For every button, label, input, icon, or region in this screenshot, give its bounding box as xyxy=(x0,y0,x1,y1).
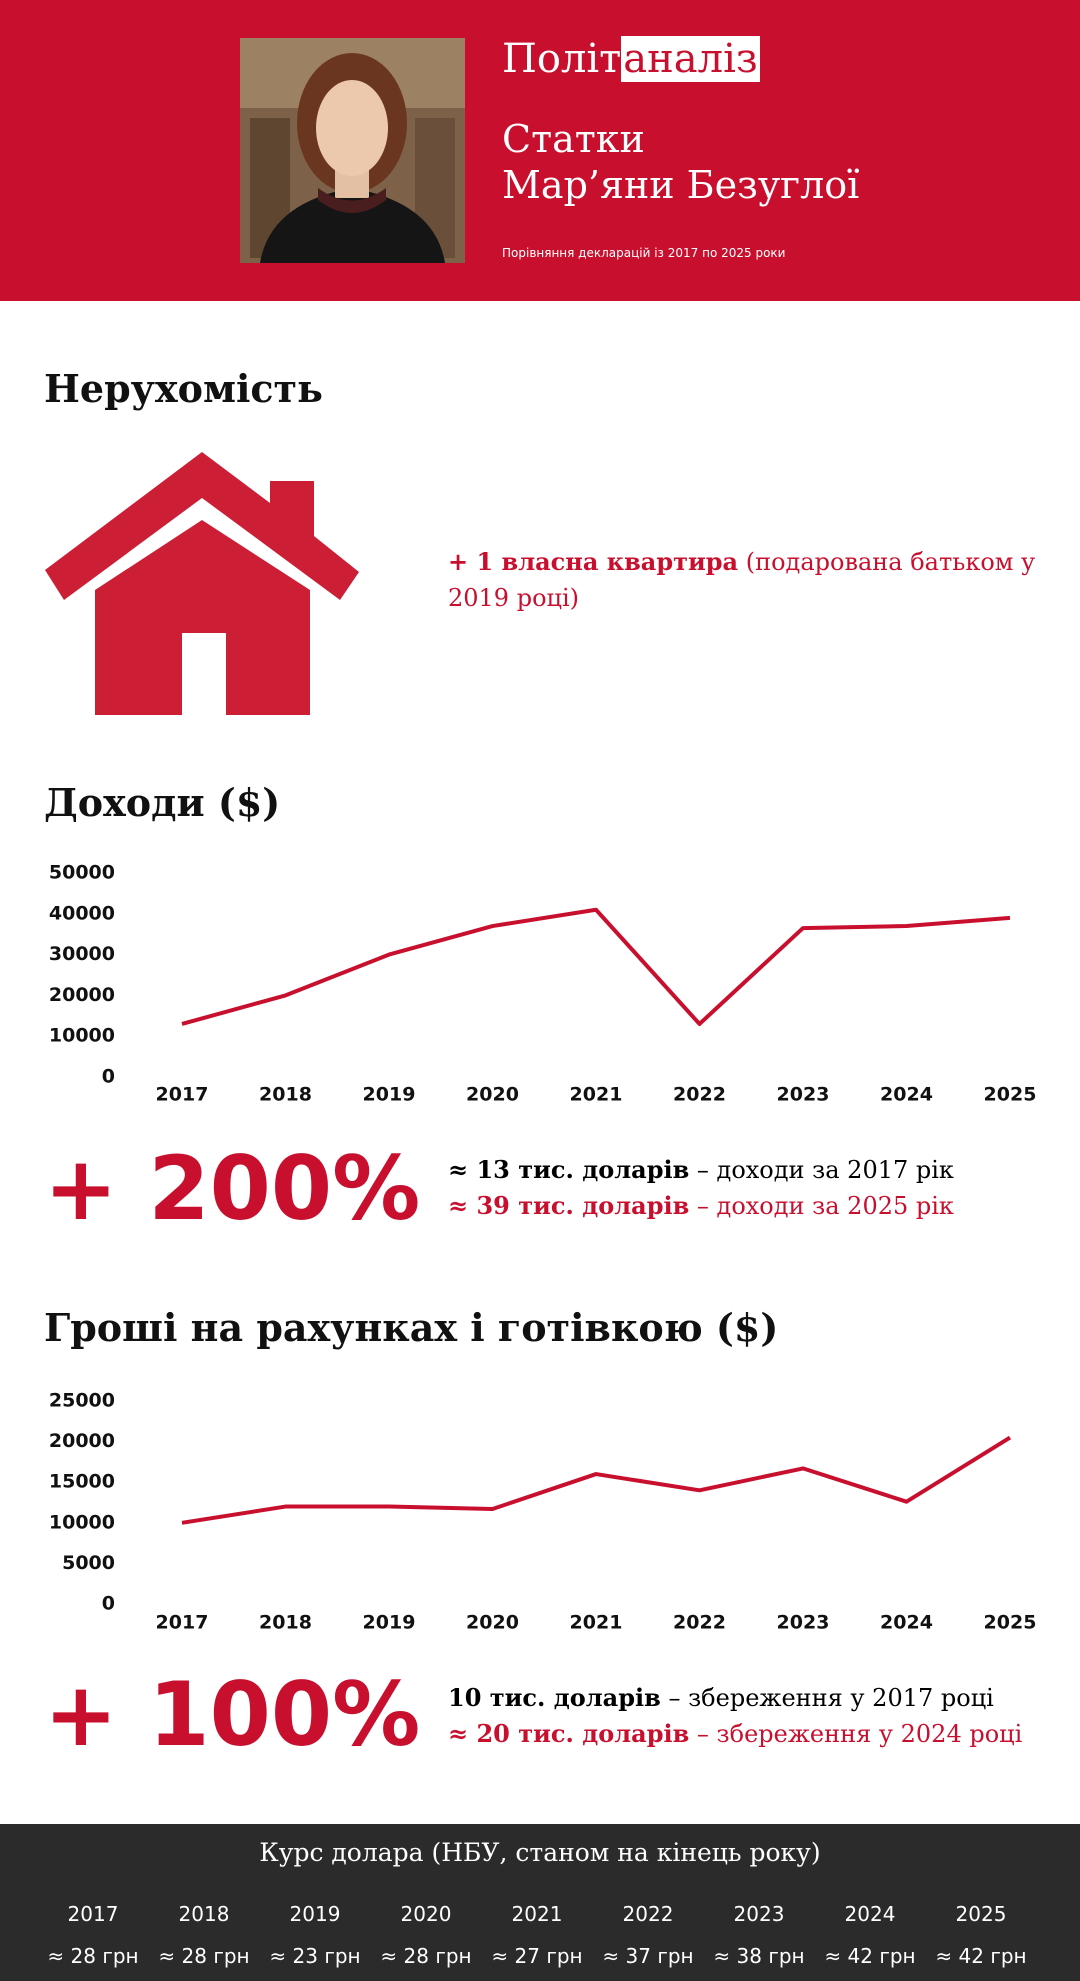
x-tick-label: 2023 xyxy=(777,1612,830,1634)
x-tick-label: 2019 xyxy=(363,1612,416,1634)
x-tick-label: 2019 xyxy=(363,1084,416,1106)
y-tick-label: 15000 xyxy=(49,1471,115,1493)
x-tick-label: 2024 xyxy=(880,1612,933,1634)
y-tick-label: 20000 xyxy=(49,1430,115,1452)
subtitle: Порівняння декларацій із 2017 по 2025 ро… xyxy=(502,246,786,260)
rate-year: 2020 xyxy=(400,1902,452,1926)
income-line: ≈ 13 тис. доларів – доходи за 2017 рік xyxy=(448,1152,1048,1188)
rate-year: 2021 xyxy=(511,1902,563,1926)
highlight: + 1 власна квартира xyxy=(448,547,739,576)
text-part: – збереження у 2017 році xyxy=(668,1684,994,1712)
bold-part: 10 тис. доларів xyxy=(448,1683,661,1712)
title-line: Статки xyxy=(502,117,645,161)
text-part: – доходи за 2017 рік xyxy=(696,1156,954,1184)
rate-year: 2019 xyxy=(289,1902,341,1926)
x-tick-label: 2018 xyxy=(259,1612,312,1634)
real-estate-text: + 1 власна квартира (подарована батьком … xyxy=(448,544,1048,616)
rate-value: ≈ 28 грн xyxy=(380,1944,472,1968)
rate-year: 2025 xyxy=(955,1902,1007,1926)
x-tick-label: 2021 xyxy=(570,1084,623,1106)
rate-value: ≈ 27 грн xyxy=(491,1944,583,1968)
rate-year: 2022 xyxy=(622,1902,674,1926)
rate-value: ≈ 42 грн xyxy=(935,1944,1027,1968)
house-icon xyxy=(45,452,359,715)
savings-change: + 100% xyxy=(44,1663,421,1766)
rate-year: 2024 xyxy=(844,1902,896,1926)
title-line: Мар’яни Безуглої xyxy=(502,163,860,207)
x-tick-label: 2024 xyxy=(880,1084,933,1106)
savings-line: ≈ 20 тис. доларів – збереження у 2024 ро… xyxy=(448,1716,1078,1752)
rate-value: ≈ 37 грн xyxy=(602,1944,694,1968)
y-tick-label: 5000 xyxy=(62,1552,115,1574)
x-tick-label: 2018 xyxy=(259,1084,312,1106)
x-tick-label: 2021 xyxy=(570,1612,623,1634)
title: Статки Мар’яни Безуглої xyxy=(502,116,859,208)
y-tick-label: 10000 xyxy=(49,1511,115,1533)
x-tick-label: 2022 xyxy=(673,1084,726,1106)
rate-value: ≈ 23 грн xyxy=(269,1944,361,1968)
savings-line: 10 тис. доларів – збереження у 2017 році xyxy=(448,1680,1078,1716)
bold-part: ≈ 13 тис. доларів xyxy=(448,1155,690,1184)
y-tick-label: 10000 xyxy=(49,1025,115,1047)
text-part: – збереження у 2024 році xyxy=(696,1720,1023,1748)
y-tick-label: 50000 xyxy=(49,862,115,884)
income-change: + 200% xyxy=(44,1137,421,1240)
chart-title: Гроші на рахунках і готівкою ($) xyxy=(44,1305,779,1350)
rate-year: 2018 xyxy=(178,1902,230,1926)
rate-value: ≈ 28 грн xyxy=(158,1944,250,1968)
x-tick-label: 2025 xyxy=(984,1612,1037,1634)
brand-part: Політ xyxy=(502,36,622,82)
exchange-rates: Курс долара (НБУ, станом на кінець року)… xyxy=(0,1824,1080,1981)
portrait-photo xyxy=(240,38,465,263)
bold-part: ≈ 20 тис. доларів xyxy=(448,1719,690,1748)
y-tick-label: 30000 xyxy=(49,943,115,965)
rates-title: Курс долара (НБУ, станом на кінець року) xyxy=(259,1838,821,1867)
rate-value: ≈ 38 грн xyxy=(713,1944,805,1968)
text-part: – доходи за 2025 рік xyxy=(696,1192,954,1220)
income-line: ≈ 39 тис. доларів – доходи за 2025 рік xyxy=(448,1188,1048,1224)
x-tick-label: 2020 xyxy=(466,1612,519,1634)
y-tick-label: 0 xyxy=(102,1066,115,1088)
x-tick-label: 2020 xyxy=(466,1084,519,1106)
brand-highlight: аналіз xyxy=(621,36,760,82)
rate-value: ≈ 42 грн xyxy=(824,1944,916,1968)
y-tick-label: 25000 xyxy=(49,1390,115,1412)
rate-value: ≈ 28 грн xyxy=(47,1944,139,1968)
rate-year: 2023 xyxy=(733,1902,785,1926)
data-line xyxy=(181,907,1011,1026)
bold-part: ≈ 39 тис. доларів xyxy=(448,1191,690,1220)
section-heading: Нерухомість xyxy=(44,366,323,411)
note: (подарована батьком у 2019 році) xyxy=(448,548,1036,612)
brand: Політаналіз xyxy=(502,36,760,82)
data-line xyxy=(181,1435,1012,1525)
x-tick-label: 2025 xyxy=(984,1084,1037,1106)
y-tick-label: 0 xyxy=(102,1593,115,1615)
y-tick-label: 40000 xyxy=(49,902,115,924)
chart-title: Доходи ($) xyxy=(44,780,281,825)
rate-year: 2017 xyxy=(67,1902,119,1926)
x-tick-label: 2023 xyxy=(777,1084,830,1106)
y-tick-label: 20000 xyxy=(49,984,115,1006)
x-tick-label: 2017 xyxy=(156,1084,209,1106)
header: Політаналіз Статки Мар’яни Безуглої Порів… xyxy=(0,0,1080,301)
x-tick-label: 2022 xyxy=(673,1612,726,1634)
x-tick-label: 2017 xyxy=(156,1612,209,1634)
